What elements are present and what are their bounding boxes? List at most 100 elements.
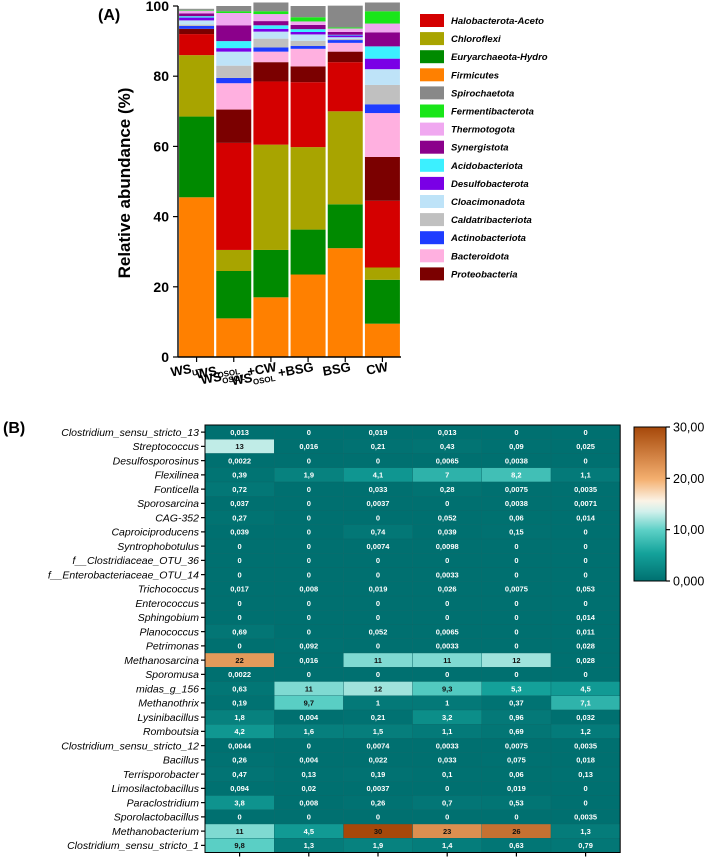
row-label: midas_g_156 [136,683,199,695]
row-label: Sporolactobacillus [114,812,200,824]
legend-label: Desulfobacterota [451,179,529,190]
cell-value: 0,37 [509,699,524,708]
axes [177,6,401,362]
cell-value: 0 [238,542,242,551]
cell-value: 1 [445,699,449,708]
cell-value: 0,28 [440,485,455,494]
bar-segment [327,31,363,35]
bar-segment [290,34,326,41]
legend-swatch [420,68,444,82]
cell-value: 0,0022 [228,456,251,465]
table-row: 0,69 0 0,052 0,0065 0 0,011 [204,624,621,639]
row-label: Clostridium_sensu_stricto_12 [61,740,199,752]
bar-segment [290,40,326,47]
cell-value: 0 [238,599,242,608]
cell-value: 0,0033 [436,570,459,579]
cell-value: 0,47 [232,770,247,779]
bar-stack [179,8,215,357]
cell-value: 1,4 [442,841,453,850]
bar-segment [179,26,215,29]
cell-value: 0,06 [509,770,524,779]
bar-segment [179,8,215,10]
cell-value: 0,63 [509,841,524,850]
heatmap-cells: 0,013 0 0,019 0,013 0 0 13 0,016 0,21 0,43 0,09 0,0… [204,424,621,853]
table-row: 13 0,016 0,21 0,43 0,09 0,025 [204,439,621,454]
cell-value: 0,21 [371,442,386,451]
legend-label: Firmicutes [451,70,499,81]
cell-value: 9,3 [442,684,452,693]
cell-value: 26 [512,827,520,836]
colorbar-tick-label: 0,000 [673,575,704,589]
cell-value: 1,2 [580,727,590,736]
row-label: Bacillus [163,755,200,767]
cell-value: 1,6 [304,727,314,736]
cell-value: 0 [584,456,588,465]
colorbar-gradient [633,426,667,582]
cell-value: 0 [584,570,588,579]
cell-value: 0,19 [371,770,386,779]
legend-swatch [420,267,444,281]
row-label: Flexilinea [155,470,200,482]
cell-value: 0,0022 [228,670,251,679]
table-row: 4,2 1,6 1,5 1,1 0,69 1,2 [204,724,621,739]
bar-segment [179,9,215,11]
row-label: Clostridium_sensu_stricto_1 [67,840,199,852]
cell-value: 9,7 [304,699,314,708]
row-label: Petrimonas [146,641,200,653]
cell-value: 0 [376,456,380,465]
legend-item: Bacteroidota [420,249,509,263]
y-ticks: 0 20 40 60 80 100 [146,0,178,365]
bar-segment [216,83,252,110]
table-row: 11 4,5 30 23 26 1,3 [204,823,621,839]
cell-value: 4,5 [304,827,314,836]
table-row: 0,19 9,7 1 1 0,37 7,1 [204,695,621,711]
heatmap: (B) 0,013 0 0,019 0,013 0 013 0,016 0,21 0,43 0,0… [3,420,704,857]
cell-value: 0,0038 [505,499,528,508]
row-label: Fonticella [154,484,199,496]
bar-segment [364,267,400,280]
cell-value: 0,74 [371,528,386,537]
table-row: 0,037 0 0,0037 0 0,0038 0,0071 [204,496,621,511]
legend-item: Caldatribacteriota [420,213,532,227]
heatmap-border [204,424,621,853]
cell-value: 0,017 [230,585,249,594]
cell-value: 0,96 [509,713,524,722]
cell-value: 0 [307,741,311,750]
legend-label: Caldatribacteriota [451,215,532,226]
cell-value: 0,019 [369,428,388,437]
cell-value: 0,0075 [505,585,528,594]
bar-stack [327,5,363,357]
cell-value: 0,011 [576,627,594,636]
cell-value: 1,3 [580,827,590,836]
cell-value: 0 [584,528,588,537]
cell-value: 0 [307,485,311,494]
legend-swatch [420,158,444,172]
table-row: 0,27 0 0 0,052 0,06 0,014 [204,510,621,525]
cell-value: 4,1 [373,471,383,480]
cell-value: 8,2 [511,471,521,480]
cell-value: 0,7 [442,798,452,807]
bar-segment [216,48,252,52]
cell-value: 0 [445,784,449,793]
cell-value: 0 [584,670,588,679]
row-label: Planococcus [139,626,199,638]
bar-segment [253,28,289,32]
row-label: Lysinibacillus [137,712,199,724]
bar-segment [364,58,400,70]
cell-value: 1,3 [304,841,314,850]
cell-value: 12 [374,684,382,693]
legend-item: Fermentibacterota [420,104,534,118]
cell-value: 0 [445,813,449,822]
bar-segment [253,2,289,12]
legend-item: Euryarchaeota-Hydro [420,50,548,64]
cell-value: 13 [235,442,243,451]
bar-segment [179,197,215,357]
cell-value: 0,0075 [505,485,528,494]
legend-label: Synergistota [451,143,509,154]
cell-value: 0 [307,428,311,437]
legend-swatch [420,32,444,46]
bar-segment [253,249,289,298]
legend-item: Firmicutes [420,68,499,82]
table-row: 9,8 1,3 1,9 1,4 0,63 0,79 [204,838,621,853]
